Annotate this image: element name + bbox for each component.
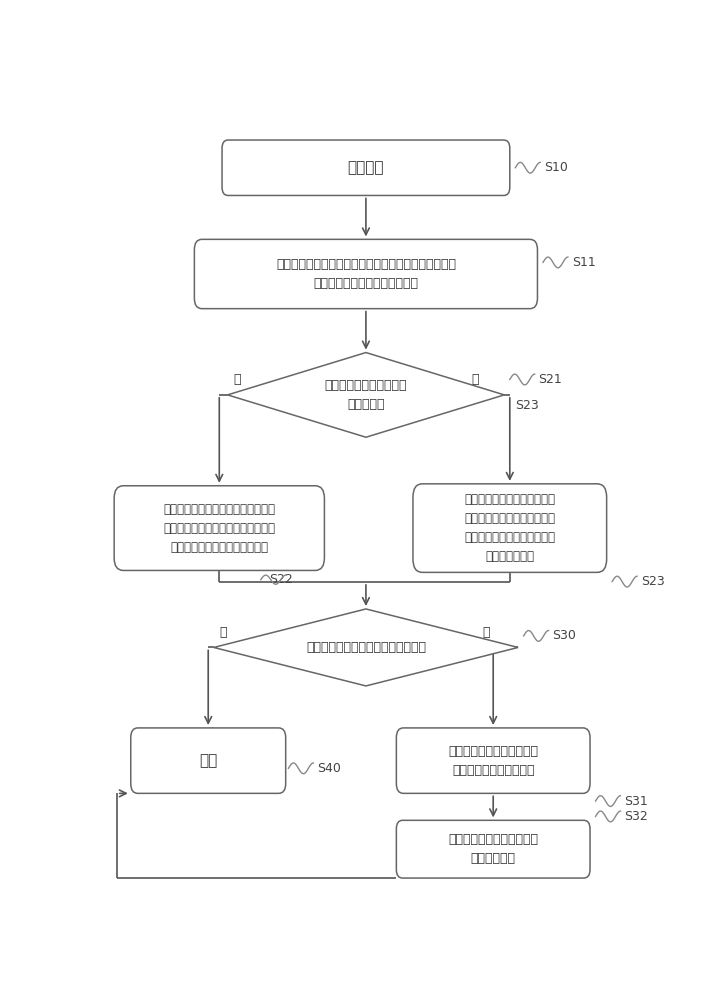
Text: S30: S30 — [553, 629, 576, 642]
FancyBboxPatch shape — [131, 728, 286, 793]
Text: 判断最低环境温度是否大于等于阈值: 判断最低环境温度是否大于等于阈值 — [306, 641, 426, 654]
Polygon shape — [228, 353, 504, 437]
Text: 是: 是 — [219, 626, 227, 639]
Text: S23: S23 — [516, 399, 539, 412]
Text: 停机: 停机 — [199, 753, 217, 768]
FancyBboxPatch shape — [413, 484, 607, 572]
Text: S32: S32 — [624, 810, 648, 823]
Text: 根据车辆当前的位置信息和车辆所处
位置的天气预报，预估车辆所处环境
未来预设时间内的最低环境温度: 根据车辆当前的位置信息和车辆所处 位置的天气预报，预估车辆所处环境 未来预设时间… — [164, 503, 276, 554]
Text: S11: S11 — [572, 256, 595, 269]
Text: 对用于连接尿素泵和尿素箱的连接管路进行泄压，将连
接管路内压力降低至设定范围内: 对用于连接尿素泵和尿素箱的连接管路进行泄压，将连 接管路内压力降低至设定范围内 — [276, 258, 456, 290]
Text: S31: S31 — [624, 795, 648, 808]
Text: S22: S22 — [269, 573, 293, 586]
Text: 是: 是 — [233, 373, 241, 386]
Text: 车辆下电: 车辆下电 — [348, 160, 384, 175]
Text: 否: 否 — [482, 626, 490, 639]
Text: S40: S40 — [317, 762, 341, 775]
Text: 根据最低环境温度确定倒吸
时间，并控制尿素泵倒吸: 根据最低环境温度确定倒吸 时间，并控制尿素泵倒吸 — [448, 745, 538, 777]
Text: S21: S21 — [538, 373, 563, 386]
Text: 打开尿素喷嘴，以使连接管
路与大气连通: 打开尿素喷嘴，以使连接管 路与大气连通 — [448, 833, 538, 865]
Text: 判断车辆是否能接收到无
线网络信号: 判断车辆是否能接收到无 线网络信号 — [325, 379, 407, 411]
FancyBboxPatch shape — [396, 820, 590, 878]
Text: S23: S23 — [641, 575, 665, 588]
FancyBboxPatch shape — [222, 140, 510, 195]
FancyBboxPatch shape — [194, 239, 538, 309]
Text: S10: S10 — [544, 161, 568, 174]
Polygon shape — [213, 609, 518, 686]
Text: 将发动机在车辆下电之前设定
时间段内运行的最低温度作为
车辆所处环境未来预设时间内
的最低环境温度: 将发动机在车辆下电之前设定 时间段内运行的最低温度作为 车辆所处环境未来预设时间… — [464, 493, 555, 563]
Text: 否: 否 — [471, 373, 478, 386]
FancyBboxPatch shape — [114, 486, 324, 570]
FancyBboxPatch shape — [396, 728, 590, 793]
